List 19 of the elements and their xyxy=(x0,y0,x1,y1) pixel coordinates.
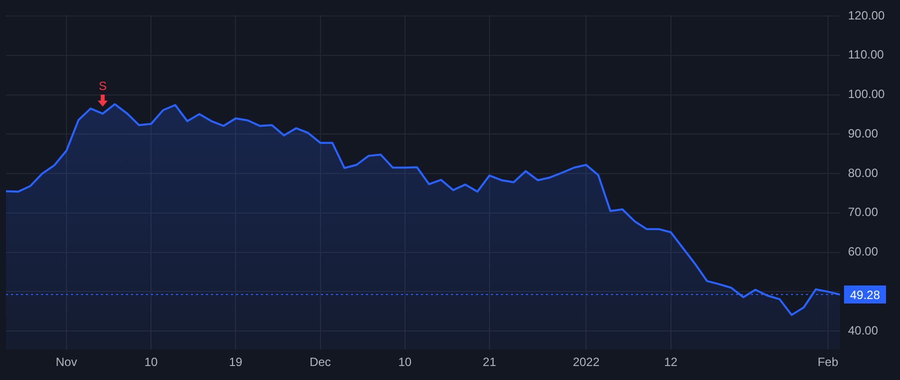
x-tick-label: 2022 xyxy=(572,355,600,370)
x-tick-label: 21 xyxy=(482,355,496,370)
y-tick-label: 70.00 xyxy=(848,205,878,220)
x-tick-label: 10 xyxy=(398,355,412,370)
x-tick-label: Feb xyxy=(818,355,839,370)
y-tick-label: 40.00 xyxy=(848,323,878,338)
ref-line-label: 49.28 xyxy=(850,288,880,302)
x-tick-label: 10 xyxy=(144,355,158,370)
x-tick-label: 19 xyxy=(228,355,243,370)
y-tick-label: 110.00 xyxy=(848,48,884,62)
y-tick-label: 90.00 xyxy=(848,126,878,140)
annotation: S xyxy=(98,78,107,93)
y-tick-label: 80.00 xyxy=(848,166,878,180)
x-tick-label: 12 xyxy=(664,355,678,370)
x-tick-label: Nov xyxy=(56,355,78,370)
y-tick-label: 100.00 xyxy=(848,87,886,102)
y-tick-label: 120.00 xyxy=(848,8,886,22)
x-tick-label: Dec xyxy=(310,355,331,370)
y-tick-label: 60.00 xyxy=(848,244,878,259)
